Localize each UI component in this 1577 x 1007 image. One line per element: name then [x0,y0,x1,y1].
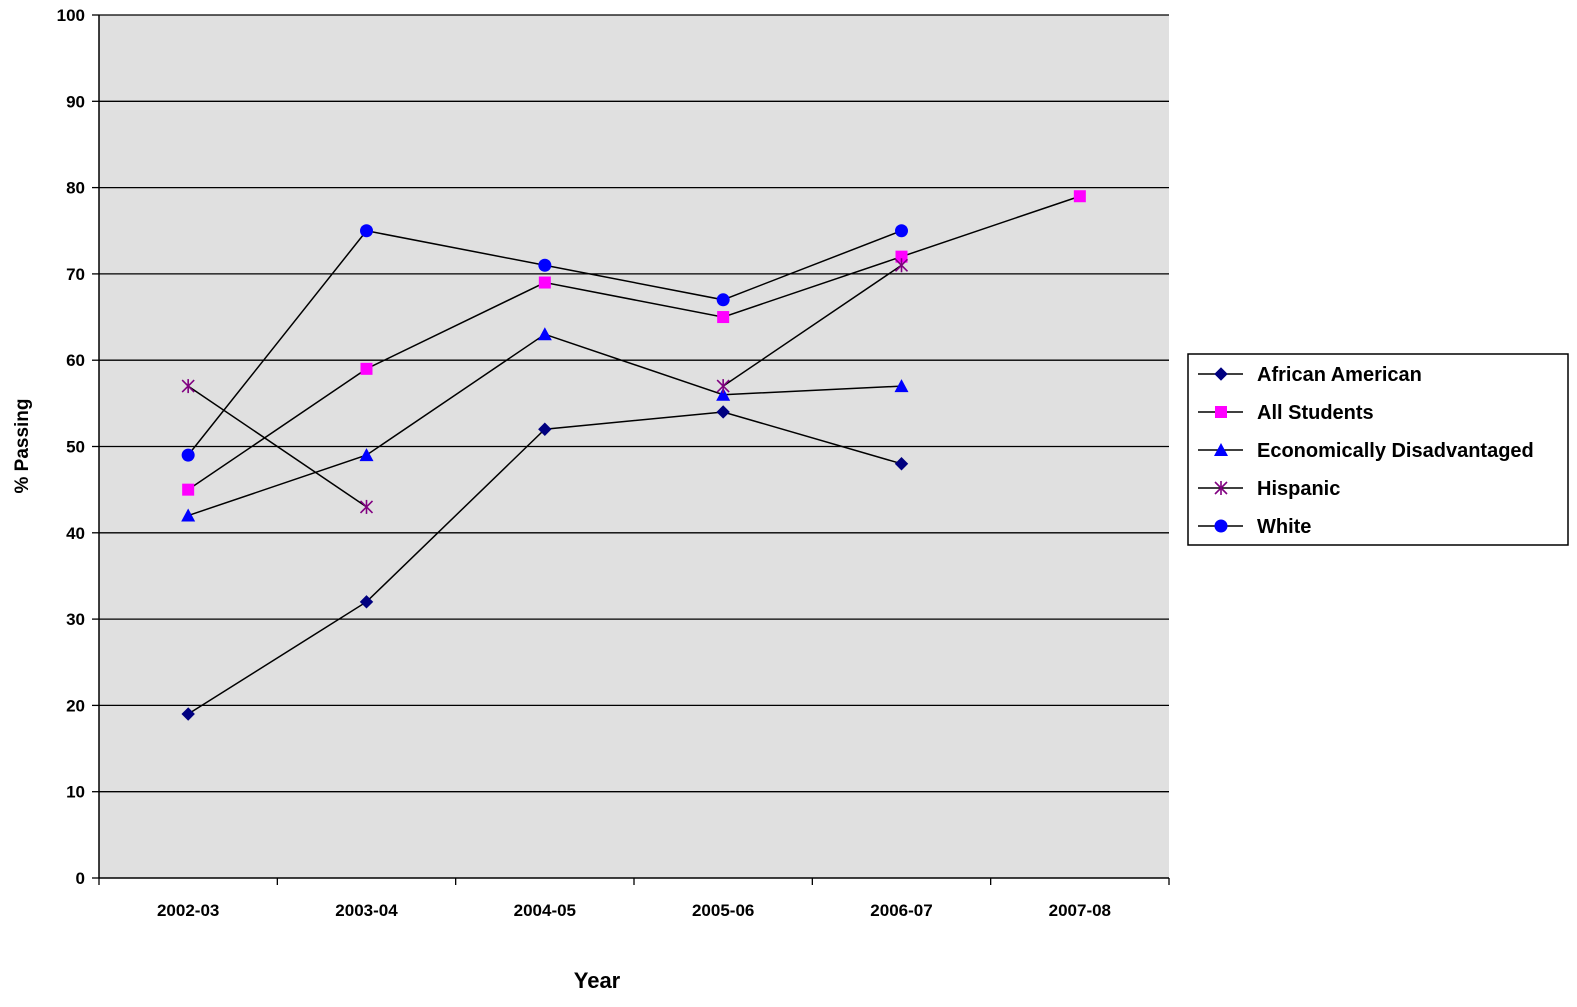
data-point [359,595,374,609]
y-tick-label: 10 [66,783,85,802]
x-axis-title: Year [574,968,621,993]
series-0 [181,405,909,721]
y-tick-label: 60 [66,351,85,370]
legend: African American All Students Economically… [1187,353,1569,546]
legend-marker [1214,367,1228,381]
legend-label: All Students [1257,402,1374,424]
legend-marker [1214,481,1228,495]
y-tick-label: 100 [57,6,85,25]
legend-label: Economically Disadvantaged [1257,440,1534,462]
data-point [717,311,730,324]
legend-label: White [1257,516,1311,538]
data-point [537,327,552,341]
data-point [716,387,731,401]
y-tick-label: 80 [66,179,85,198]
x-tick-label: 2006-07 [870,901,932,920]
data-point [181,448,195,462]
series-lines [181,190,1086,721]
x-tick-label: 2002-03 [157,901,219,920]
data-point [182,483,195,496]
data-point [894,457,909,471]
y-tick-label: 90 [66,92,85,111]
data-point [894,258,909,273]
axes: 0 10 20 30 40 50 60 70 80 90 100 2002-03 2003-04 2004… [57,6,1170,920]
series-1 [182,190,1086,496]
legend-label: African American [1257,364,1422,386]
legend-marker [1215,406,1227,418]
x-tick-label: 2005-06 [692,901,754,920]
y-tick-label: 20 [66,696,85,715]
y-tick-label: 70 [66,265,85,284]
legend-item: African American [1198,364,1422,386]
legend-marker [1214,443,1228,456]
y-tick-label: 30 [66,610,85,629]
data-point [895,224,908,238]
data-point [716,379,730,394]
y-tick-label: 50 [66,438,85,457]
series-line [722,264,902,387]
series-line [187,195,1081,491]
series-4 [181,224,908,462]
data-point [538,258,552,272]
y-axis-title: % Passing [12,398,33,493]
series-2 [181,327,909,522]
data-point [359,499,374,514]
legend-item: White [1198,516,1311,538]
series-3 [181,258,909,514]
data-point [1073,190,1086,203]
legend-item: Economically Disadvantaged [1198,440,1534,462]
data-point [538,422,552,436]
data-point [181,379,195,394]
legend-label: Hispanic [1257,478,1340,500]
x-tick-label: 2004-05 [514,901,576,920]
data-point [360,362,373,375]
legend-item: All Students [1198,402,1374,424]
series-line [187,385,367,508]
data-point [359,448,374,462]
x-tick-label: 2007-08 [1049,901,1111,920]
y-tick-label: 40 [66,524,85,543]
gridlines [99,14,1169,793]
legend-item: Hispanic [1198,478,1340,500]
data-point [360,224,373,238]
y-tick-label: 0 [76,869,85,888]
data-point [538,276,551,289]
x-tick-label: 2003-04 [335,901,398,920]
legend-box [1187,353,1569,546]
data-point [181,707,195,721]
data-point [716,293,730,307]
data-point [716,405,730,419]
data-point [894,379,909,393]
data-point [895,250,908,263]
data-point [181,508,196,522]
legend-marker [1214,519,1228,533]
